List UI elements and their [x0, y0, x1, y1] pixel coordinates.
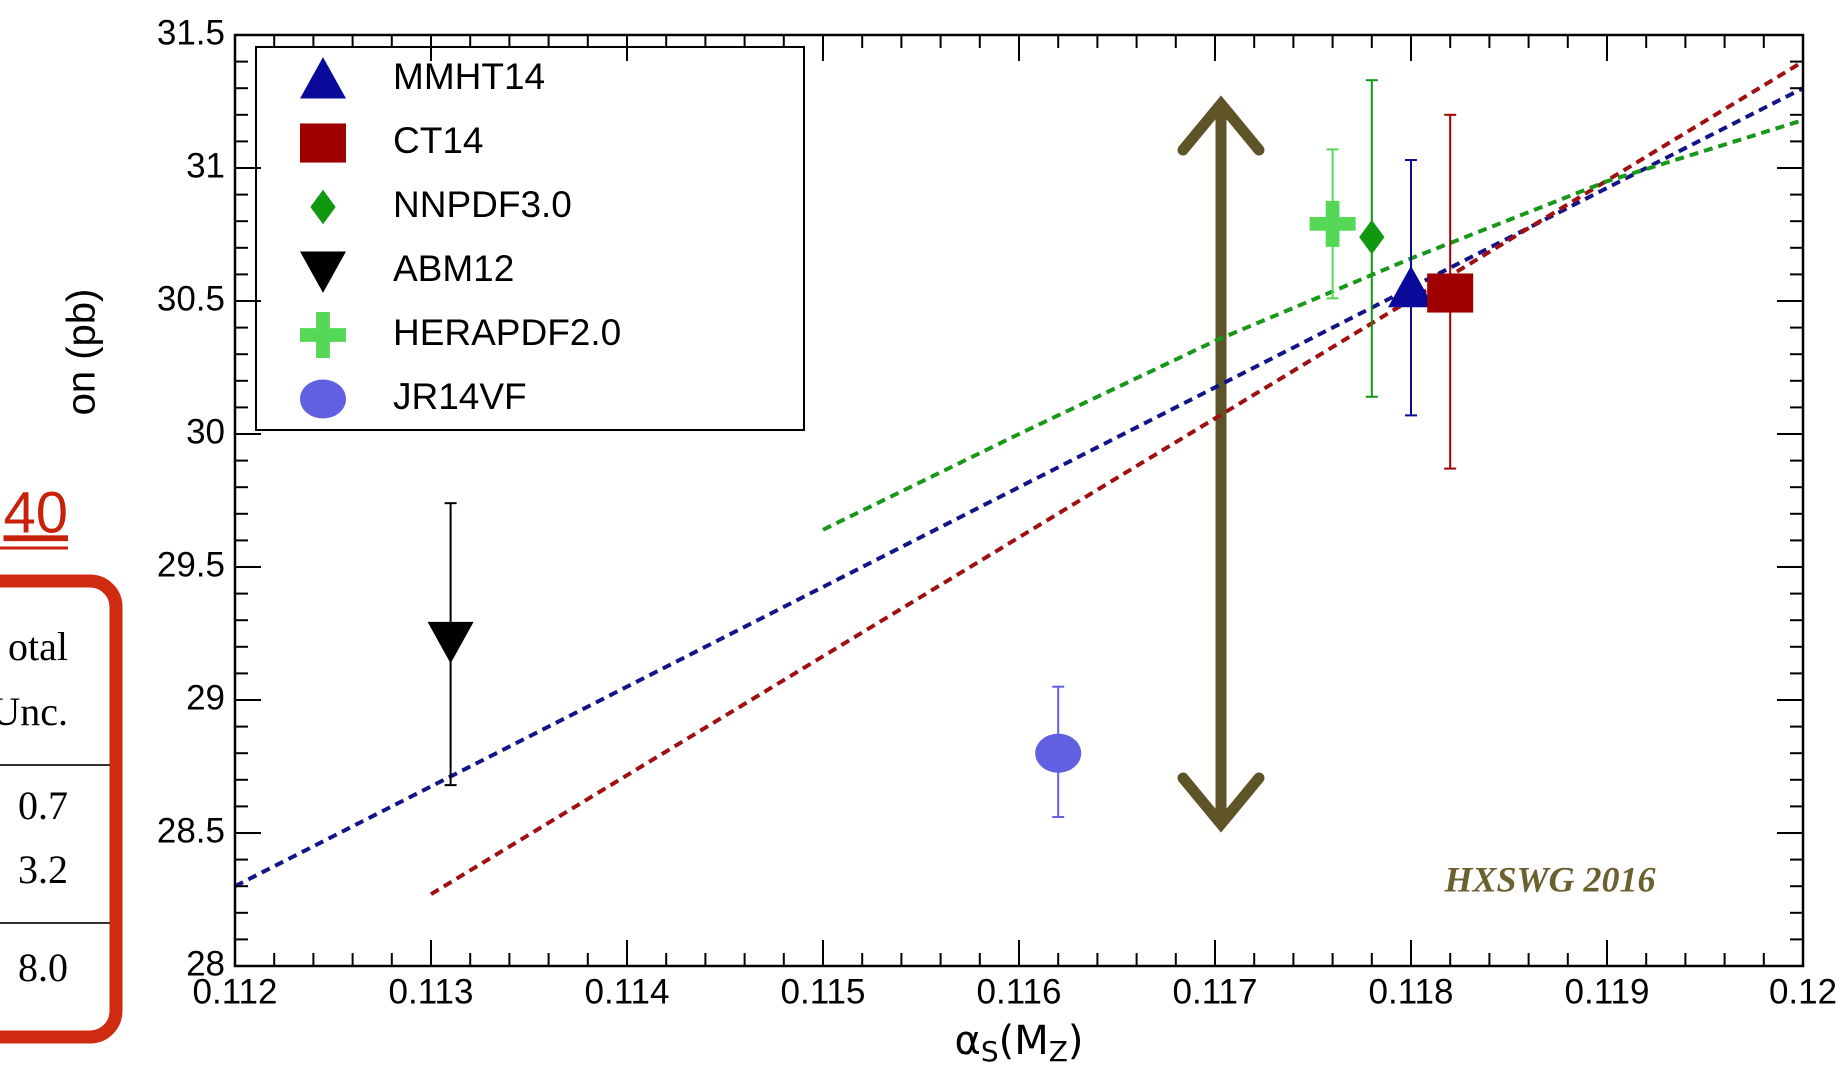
range-arrow	[1177, 95, 1265, 833]
highlight-box	[0, 574, 123, 1044]
x-tick-label: 0.116	[977, 972, 1062, 1011]
x-tick-label: 0.119	[1565, 972, 1650, 1011]
arrow-head	[1177, 95, 1265, 156]
marker	[310, 189, 336, 225]
x-axis-label: αS(MZ)	[954, 1018, 1083, 1068]
fit-curve	[234, 86, 1804, 888]
marker	[300, 123, 346, 163]
legend-label: MMHT14	[393, 56, 545, 97]
fit-curve	[429, 59, 1805, 896]
arrow-head	[1177, 772, 1265, 833]
legend-label: JR14VF	[393, 376, 527, 417]
marker	[427, 621, 474, 664]
y-tick-label: 31.5	[157, 13, 225, 52]
annotation: HXSWG 2016	[1443, 859, 1655, 899]
x-tick-label: 0.117	[1173, 972, 1258, 1011]
x-tick-label: 0.114	[585, 972, 670, 1011]
link-fragment: 40	[3, 480, 68, 545]
table-cell: otal	[8, 624, 68, 669]
marker	[1388, 265, 1434, 308]
y-tick-label: 31	[186, 146, 225, 185]
y-tick-label: 28	[186, 944, 225, 983]
table-cell: Unc.	[0, 689, 68, 734]
table-cell: 8.0	[18, 945, 68, 990]
x-tick-label: 0.115	[781, 972, 866, 1011]
y-tick-label: 29	[186, 678, 225, 717]
table-cell: 0.7	[18, 783, 68, 828]
marker	[1309, 200, 1356, 247]
marker	[1359, 219, 1385, 255]
plot-area	[234, 59, 1805, 896]
y-tick-label: 28.5	[157, 811, 225, 850]
y-tick-label: 29.5	[157, 545, 225, 584]
x-tick-label: 0.118	[1369, 972, 1454, 1011]
x-tick-label: 0.112	[193, 972, 278, 1011]
y-tick-label: 30	[186, 412, 225, 451]
legend-label: ABM12	[393, 248, 514, 289]
table-cell: 3.2	[18, 847, 68, 892]
legend-box	[255, 46, 805, 431]
legend-label: NNPDF3.0	[393, 184, 572, 225]
x-label-part: )	[1068, 1018, 1084, 1064]
x-label-part: α	[954, 1018, 980, 1064]
x-label-part: S	[981, 1035, 999, 1068]
y-tick-label: 30.5	[157, 279, 225, 318]
marker	[300, 379, 346, 419]
x-label-part: (M	[999, 1018, 1049, 1064]
x-tick-label: 0.12	[1769, 972, 1837, 1011]
marker	[300, 251, 346, 293]
legend-label: CT14	[393, 120, 483, 161]
legend-label: HERAPDF2.0	[393, 312, 621, 353]
x-label-part: Z	[1049, 1035, 1068, 1068]
marker	[300, 312, 346, 358]
fit-curve	[822, 118, 1804, 532]
marker	[1035, 733, 1082, 773]
y-axis-label: on (pb)	[60, 289, 104, 416]
marker	[300, 57, 346, 99]
marker	[1427, 273, 1474, 313]
x-tick-label: 0.113	[389, 972, 474, 1011]
legend: MMHT14 CT14 NNPDF3.0 ABM12 HERAPDF2.0 JR14VF	[255, 46, 805, 431]
